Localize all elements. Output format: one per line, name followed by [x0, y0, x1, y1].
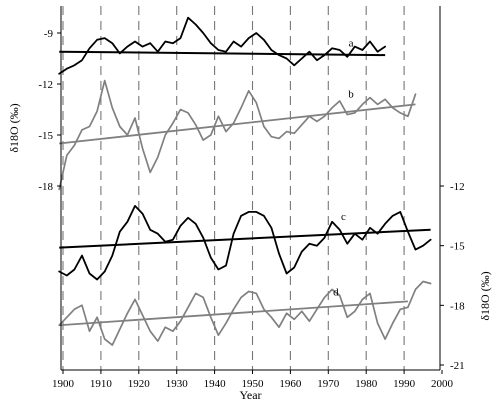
x-tick-label: 2000: [431, 378, 454, 390]
series-label-a: a: [349, 38, 354, 50]
series-label-b: b: [348, 89, 354, 101]
left-tick-label: -12: [38, 79, 53, 91]
x-tick-label: 1950: [242, 378, 265, 390]
series-line-c: [58, 204, 432, 281]
x-tick-label: 1910: [90, 378, 113, 390]
grid: [62, 6, 405, 370]
series-label-d: d: [333, 286, 339, 298]
axes: 1900 1910 1920 1930 1940 1950 1960 1970 1980 1990…: [38, 6, 465, 390]
trend-line-a: [59, 50, 386, 57]
series-lines: [58, 16, 432, 346]
x-tick-label: 1990: [393, 378, 416, 390]
right-tick-label: -15: [450, 241, 465, 253]
x-tick-label: 1970: [317, 378, 340, 390]
x-tick-label: 1920: [128, 378, 151, 390]
x-tick-label: 1940: [204, 378, 227, 390]
series-line-a: [58, 16, 387, 75]
x-tick-label: 1930: [166, 378, 189, 390]
right-axis-title: δ18O (‰): [478, 271, 492, 320]
x-tick-label: 1960: [279, 378, 302, 390]
series-line-b: [58, 79, 417, 191]
x-tick-label: 1900: [52, 378, 75, 390]
trend-line-c: [59, 228, 431, 249]
left-tick-label: -15: [38, 130, 53, 142]
x-tick-label: 1980: [355, 378, 378, 390]
series-label-c: c: [341, 211, 346, 223]
left-tick-label: -9: [44, 28, 54, 40]
labels: Year δ18O (‰) δ18O (‰) a b c d: [7, 38, 492, 402]
right-tick-label: -21: [450, 360, 465, 372]
right-tick-label: -18: [450, 300, 465, 312]
x-axis-title: Year: [239, 388, 261, 402]
trend-lines: [59, 50, 431, 327]
trend-line-d: [59, 300, 408, 327]
left-axis-title: δ18O (‰): [7, 103, 21, 152]
left-tick-label: -18: [38, 181, 53, 193]
right-tick-label: -12: [450, 181, 465, 193]
series-line-d: [58, 280, 432, 346]
